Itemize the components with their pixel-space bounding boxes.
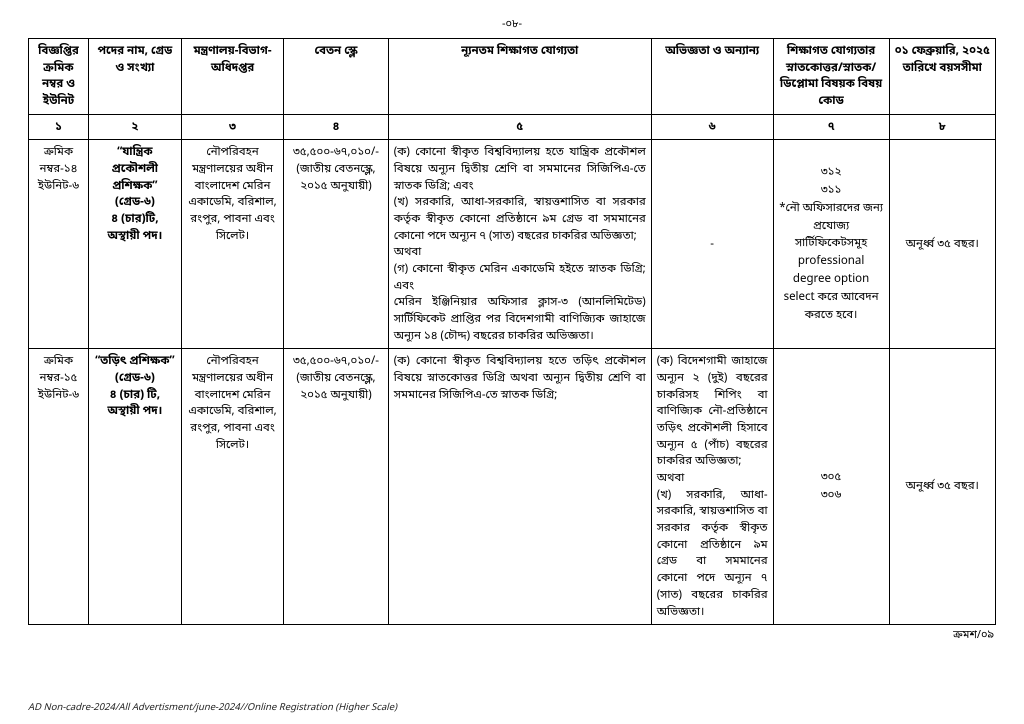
header-ministry: মন্ত্রণালয়-বিভাগ-অধিদপ্তর: [181, 39, 284, 115]
cell-ministry: নৌপরিবহন মন্ত্রণালয়ের অধীন বাংলাদেশ মের…: [181, 140, 284, 349]
cell-post: “তড়িৎ প্রশিক্ষক”(গ্রেড-৬)৪ (চার) টি,অস্…: [88, 349, 181, 625]
table-number-row: ১ ২ ৩ ৪ ৫ ৬ ৭ ৮: [29, 114, 996, 140]
cell-code: ৩০৫৩০৬: [773, 349, 889, 625]
header-scale: বেতন স্কেল: [284, 39, 388, 115]
colnum-2: ২: [88, 114, 181, 140]
footer-path: AD Non-cadre-2024/All Advertisment/june-…: [28, 701, 397, 714]
header-serial: বিজ্ঞপ্তির ক্রমিক নম্বর ও ইউনিট: [29, 39, 89, 115]
cell-exp: -: [651, 140, 773, 349]
job-table: বিজ্ঞপ্তির ক্রমিক নম্বর ও ইউনিট পদের নাম…: [28, 38, 996, 625]
colnum-7: ৭: [773, 114, 889, 140]
header-exp: অভিজ্ঞতা ও অন্যান্য: [651, 39, 773, 115]
header-qual: ন্যূনতম শিক্ষাগত যোগ্যতা: [388, 39, 651, 115]
cell-ministry: নৌপরিবহন মন্ত্রণালয়ের অধীন বাংলাদেশ মের…: [181, 349, 284, 625]
cell-age: অনূর্ধ্ব ৩৫ বছর।: [889, 349, 995, 625]
cell-scale: ৩৫,৫০০-৬৭,০১০/-(জাতীয় বেতনস্কেল, ২০১৫ অ…: [284, 349, 388, 625]
header-code: শিক্ষাগত যোগ্যতার স্নাতকোত্তর/স্নাতক/ ডি…: [773, 39, 889, 115]
colnum-5: ৫: [388, 114, 651, 140]
colnum-8: ৮: [889, 114, 995, 140]
colnum-3: ৩: [181, 114, 284, 140]
continuation-label: ক্রমশ/০৯: [28, 629, 996, 643]
table-row: ক্রমিক নম্বর-১৪ ইউনিট-৬ “যান্ত্রিক প্রকৌ…: [29, 140, 996, 349]
page-number-top: -০৮-: [28, 18, 996, 32]
cell-age: অনূর্ধ্ব ৩৫ বছর।: [889, 140, 995, 349]
cell-code: ৩১২৩১১*নৌ অফিসারদের জন্য প্রযোজ্য সার্টি…: [773, 140, 889, 349]
colnum-1: ১: [29, 114, 89, 140]
cell-post: “যান্ত্রিক প্রকৌশলী প্রশিক্ষক”(গ্রেড-৬)৪…: [88, 140, 181, 349]
table-row: ক্রমিক নম্বর-১৫ ইউনিট-৬ “তড়িৎ প্রশিক্ষক…: [29, 349, 996, 625]
header-age: ০১ ফেব্রুয়ারি, ২০২৫ তারিখে বয়সসীমা: [889, 39, 995, 115]
colnum-4: ৪: [284, 114, 388, 140]
cell-serial: ক্রমিক নম্বর-১৪ ইউনিট-৬: [29, 140, 89, 349]
cell-exp: (ক) বিদেশগামী জাহাজে অন্যূন ২ (দুই) বছরে…: [651, 349, 773, 625]
header-post: পদের নাম, গ্রেড ও সংখ্যা: [88, 39, 181, 115]
cell-qual: (ক) কোনো স্বীকৃত বিশ্ববিদ্যালয় হতে যান্…: [388, 140, 651, 349]
table-header-row: বিজ্ঞপ্তির ক্রমিক নম্বর ও ইউনিট পদের নাম…: [29, 39, 996, 115]
cell-scale: ৩৫,৫০০-৬৭,০১০/-(জাতীয় বেতনস্কেল, ২০১৫ অ…: [284, 140, 388, 349]
cell-serial: ক্রমিক নম্বর-১৫ ইউনিট-৬: [29, 349, 89, 625]
colnum-6: ৬: [651, 114, 773, 140]
cell-qual: (ক) কোনো স্বীকৃত বিশ্ববিদ্যালয় হতে তড়ি…: [388, 349, 651, 625]
